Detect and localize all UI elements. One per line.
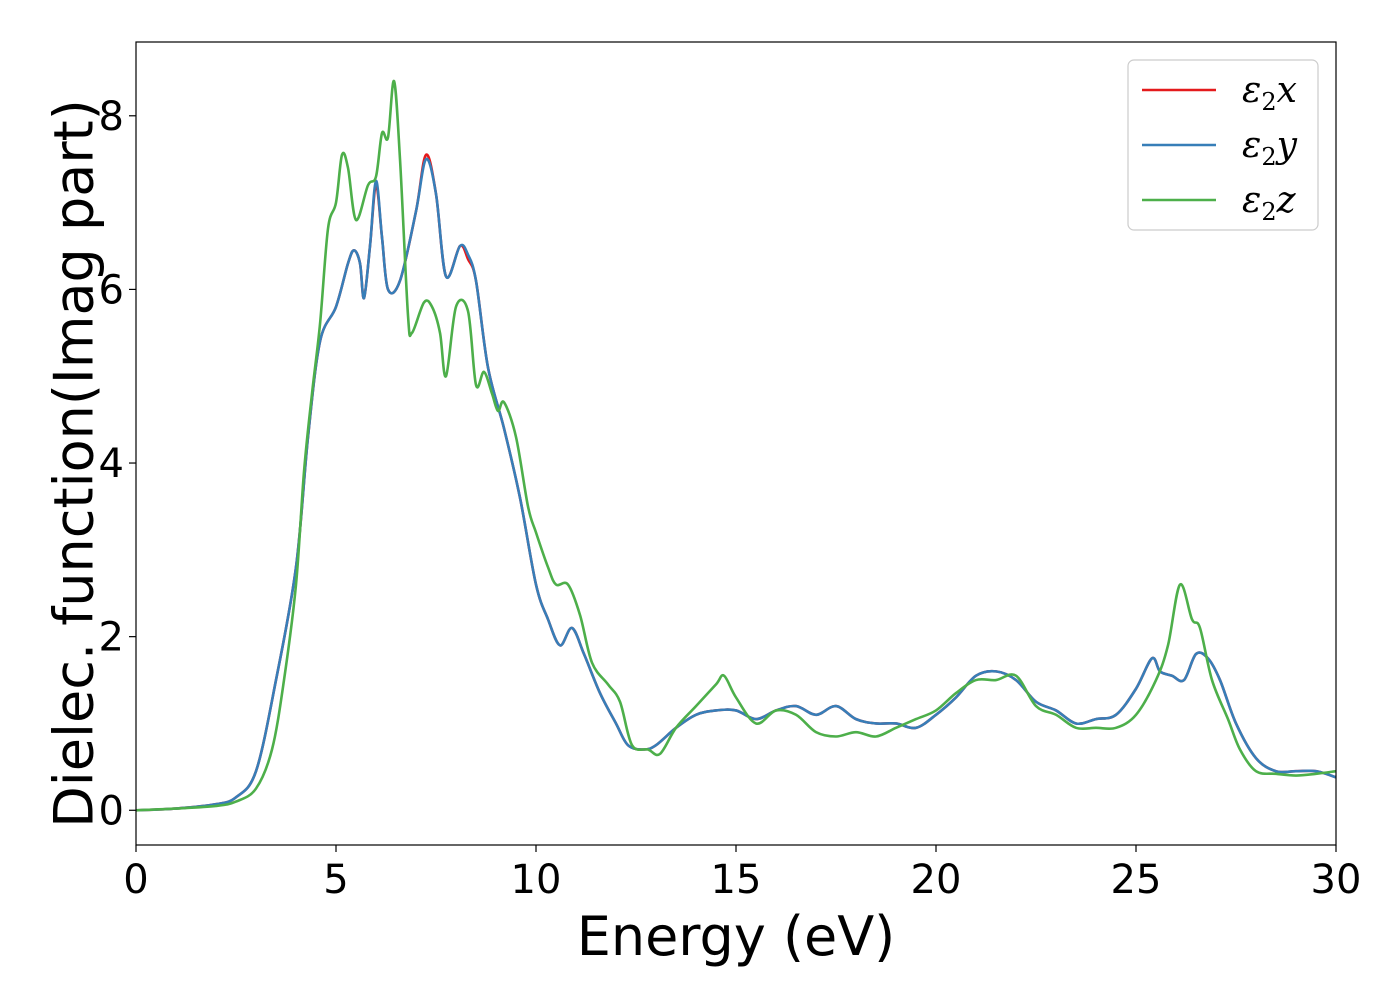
legend-box (1127, 59, 1319, 231)
legend-label-y: ε2y (1242, 125, 1298, 171)
y-tick-label: 0 (99, 788, 124, 834)
y-axis-ticks: 0 2 4 6 8 (99, 94, 136, 834)
x-axis-label: Energy (eV) (577, 905, 896, 968)
x-tick-label: 5 (323, 857, 348, 903)
series-line-y (136, 157, 1336, 812)
series-lines (136, 79, 1336, 812)
legend: ε2x ε2y ε2z (1127, 59, 1319, 231)
series-line-x (136, 153, 1336, 812)
x-tick-label: 25 (1111, 857, 1162, 903)
y-tick-label: 6 (99, 267, 124, 313)
y-axis-label: Dielec. function(Imag part) (43, 99, 106, 828)
x-tick-label: 0 (123, 857, 148, 903)
series-line-z (136, 79, 1336, 812)
x-tick-label: 15 (711, 857, 762, 903)
x-tick-label: 30 (1311, 857, 1362, 903)
y-tick-label: 4 (99, 441, 124, 487)
y-tick-label: 8 (99, 94, 124, 140)
x-axis-ticks: 0 5 10 15 20 25 30 (123, 845, 1361, 903)
x-tick-label: 10 (511, 857, 562, 903)
y-tick-label: 2 (99, 615, 124, 661)
x-tick-label: 20 (911, 857, 962, 903)
legend-label-z: ε2z (1242, 180, 1297, 226)
legend-label-x: ε2x (1242, 70, 1297, 116)
plot-frame (135, 41, 1337, 846)
